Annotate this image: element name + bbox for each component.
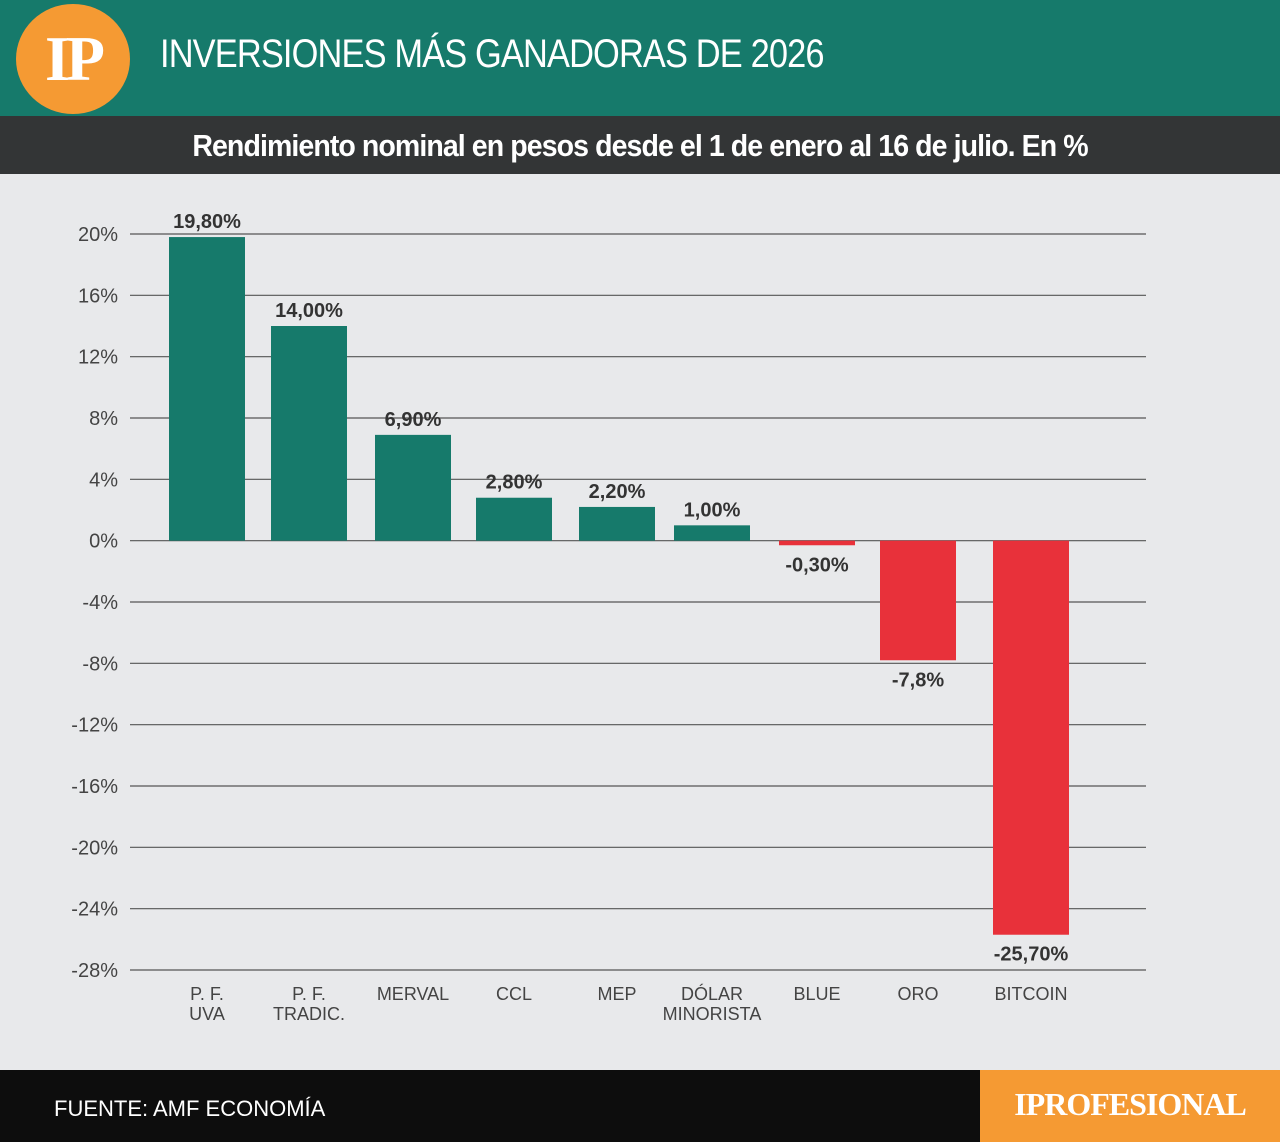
- x-tick-label: MERVAL: [377, 984, 449, 1004]
- y-tick-label: 8%: [89, 408, 118, 430]
- y-axis-ticks: 20% 16% 12% 8% 4% 0% -4% -8% -12% -16% -20% -24% -28…: [71, 224, 118, 982]
- bar: [476, 497, 552, 541]
- x-tick-label: BITCOIN: [994, 984, 1067, 1004]
- y-tick-label: -28%: [71, 960, 118, 982]
- data-labels: 19,80% 14,00% 6,90% 2,80% 2,20% 1,00% -0,30% -7…: [173, 211, 1068, 966]
- x-tick-label: BLUE: [793, 984, 840, 1004]
- data-label: -25,70%: [994, 944, 1069, 966]
- y-tick-label: -24%: [71, 899, 118, 921]
- x-tick-label: DÓLAR: [681, 983, 743, 1004]
- x-tick-label: ORO: [897, 984, 938, 1004]
- x-tick-label: UVA: [189, 1004, 225, 1024]
- chart-subtitle: Rendimiento nominal en pesos desde el 1 …: [192, 128, 1088, 163]
- x-tick-label: MEP: [597, 984, 636, 1004]
- x-tick-label: TRADIC.: [273, 1004, 345, 1024]
- bar: [674, 525, 750, 541]
- brand-box: [980, 1070, 1280, 1142]
- bar: [375, 434, 451, 541]
- x-tick-label: P. F.: [292, 984, 326, 1004]
- data-label: 14,00%: [275, 300, 343, 322]
- y-tick-label: -20%: [71, 837, 118, 859]
- bar: [880, 540, 956, 661]
- bar: [579, 506, 655, 541]
- y-tick-label: -16%: [71, 776, 118, 798]
- y-tick-label: 4%: [89, 469, 118, 491]
- ip-logo: IP: [16, 4, 130, 114]
- source-text: FUENTE: AMF ECONOMÍA: [54, 1096, 326, 1121]
- data-label: 19,80%: [173, 211, 241, 233]
- data-label: 1,00%: [684, 499, 741, 521]
- brand-logo: IPROFESIONAL: [1014, 1086, 1247, 1122]
- subtitle-bar: [0, 116, 1280, 174]
- data-label: -0,30%: [785, 554, 849, 576]
- bar: [779, 540, 855, 546]
- logo-text: IP: [45, 23, 105, 94]
- page-title: INVERSIONES MÁS GANADORAS DE 2026: [160, 32, 825, 76]
- x-tick-label: CCL: [496, 984, 532, 1004]
- data-label: -7,8%: [892, 669, 944, 691]
- x-tick-label: MINORISTA: [663, 1004, 762, 1024]
- y-tick-label: 16%: [78, 285, 118, 307]
- y-tick-label: 12%: [78, 347, 118, 369]
- data-label: 2,20%: [589, 481, 646, 503]
- data-label: 2,80%: [486, 472, 543, 494]
- y-tick-label: -8%: [82, 653, 118, 675]
- footer-bar: [0, 1070, 980, 1142]
- header-bar: [0, 0, 1280, 116]
- x-tick-label: P. F.: [190, 984, 224, 1004]
- y-tick-label: 20%: [78, 224, 118, 246]
- bar: [271, 326, 347, 541]
- bar-chart: 20% 16% 12% 8% 4% 0% -4% -8% -12% -16% -20% -24% -28…: [71, 211, 1146, 1024]
- bar: [169, 237, 245, 541]
- y-tick-label: -12%: [71, 715, 118, 737]
- bar: [993, 540, 1069, 935]
- y-tick-label: -4%: [82, 592, 118, 614]
- bars: [169, 237, 1069, 935]
- y-tick-label: 0%: [89, 531, 118, 553]
- data-label: 6,90%: [385, 409, 442, 431]
